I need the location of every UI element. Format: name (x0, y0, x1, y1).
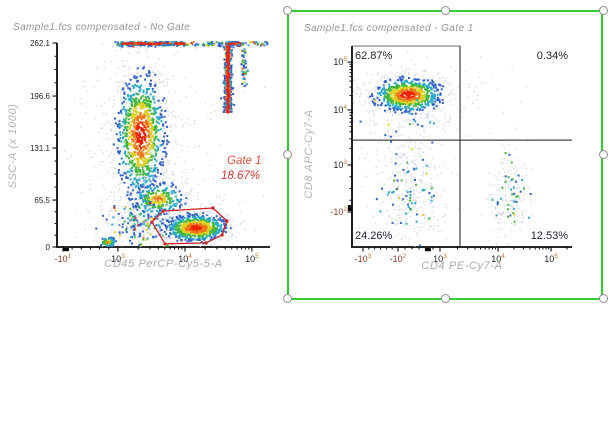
svg-text:105: 105 (245, 253, 259, 264)
plot-no-gate-title: Sample1.fcs compensated - No Gate (13, 22, 191, 33)
plot-no-gate-x-axis-label: CD45 PerCP-Cy5-5-A (104, 258, 223, 270)
selection-handle-bottom-left[interactable] (283, 294, 292, 303)
svg-text:131.1: 131.1 (30, 144, 51, 153)
selection-handle-top-center[interactable] (441, 6, 450, 15)
gate-1-percent-label: 18.67% (221, 170, 261, 182)
plot-gate-1-x-axis-label: CD4 PE-Cy7-A (421, 260, 503, 272)
quadrant-crosshair[interactable] (352, 46, 572, 247)
svg-text:-102: -102 (390, 253, 407, 264)
svg-text:-101: -101 (55, 253, 72, 264)
selection-handle-middle-right[interactable] (599, 150, 608, 159)
svg-text:105: 105 (333, 56, 347, 67)
svg-text:104: 104 (333, 104, 347, 115)
gate-1-polygon[interactable] (150, 206, 229, 246)
svg-text:262.1: 262.1 (30, 39, 51, 48)
selection-handle-bottom-right[interactable] (599, 294, 608, 303)
gate-1-name-label[interactable]: Gate 1 (227, 155, 262, 167)
svg-text:-103: -103 (355, 253, 372, 264)
points-gate-1 (352, 50, 554, 247)
points-no-gate (61, 41, 269, 247)
svg-text:196.6: 196.6 (30, 92, 51, 101)
svg-text:103: 103 (111, 253, 125, 264)
svg-text:0: 0 (46, 243, 51, 252)
svg-text:103: 103 (433, 253, 447, 264)
quadrant-upper-right-percent: 0.34% (536, 50, 568, 62)
quadrant-lower-right-percent: 12.53% (530, 230, 568, 242)
quadrant-upper-left-percent: 62.87% (355, 50, 393, 62)
quadrant-lower-left-percent: 24.26% (355, 230, 393, 242)
plot-gate-1-title: Sample1.fcs compensated - Gate 1 (304, 23, 474, 34)
svg-text:-102: -102 (330, 206, 347, 217)
svg-text:65.5: 65.5 (34, 196, 50, 205)
selection-handle-top-left[interactable] (283, 6, 292, 15)
selection-handle-top-right[interactable] (599, 6, 608, 15)
selection-handle-bottom-center[interactable] (441, 294, 450, 303)
plot-gate-1[interactable]: -103 -102 103 104 105 -102 103 104 105 (329, 45, 581, 265)
svg-text:104: 104 (491, 253, 505, 264)
svg-text:105: 105 (544, 253, 558, 264)
axes-no-gate: -101 103 104 105 0 65.5 131.1 196.6 262.1 (30, 39, 270, 264)
svg-text:104: 104 (178, 253, 192, 264)
selection-rectangle[interactable] (287, 10, 603, 300)
axes-gate-1: -103 -102 103 104 105 -102 103 104 105 (330, 45, 572, 264)
selection-handle-middle-left[interactable] (283, 150, 292, 159)
plot-no-gate-y-axis-label: SSC-A (x 1000) (7, 103, 19, 189)
plot-no-gate[interactable]: -101 103 104 105 0 65.5 131.1 196.6 262.1 (0, 0, 320, 313)
svg-text:103: 103 (333, 159, 347, 170)
